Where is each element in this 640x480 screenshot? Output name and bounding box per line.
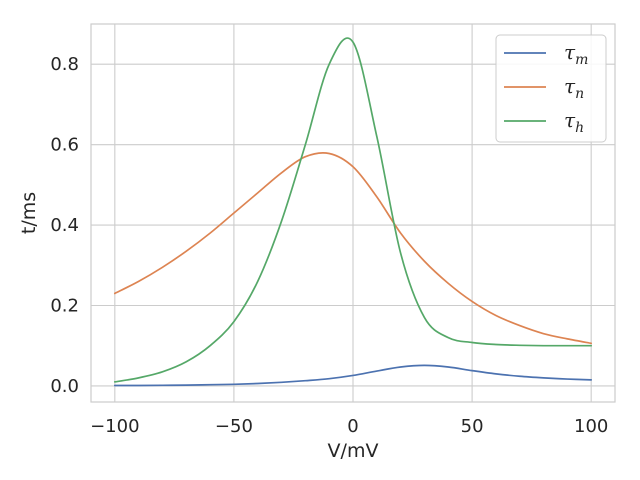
x-tick-label: −50 (215, 416, 253, 437)
legend-box (495, 34, 607, 143)
y-tick-label: 0.0 (50, 376, 79, 397)
x-tick-label: −100 (90, 416, 139, 437)
y-tick-labels: 0.0 0.2 0.4 0.6 0.8 (50, 54, 79, 397)
x-tick-label: 50 (461, 416, 484, 437)
y-tick-label: 0.8 (50, 54, 79, 75)
y-tick-label: 0.6 (50, 135, 79, 156)
x-tick-label: 0 (347, 416, 358, 437)
series-line-tau-m (113, 364, 593, 387)
plot-frame (90, 23, 616, 403)
x-tick-label: 100 (574, 416, 608, 437)
legend-subscript: n (575, 86, 584, 102)
series-line-tau-h (113, 37, 593, 383)
y-tick-label: 0.4 (50, 215, 79, 236)
series-layer (113, 37, 593, 387)
x-axis-label: V/mV (328, 440, 379, 462)
legend-subscript: m (575, 52, 588, 68)
legend-subscript: h (575, 120, 584, 136)
x-tick-labels: −100 −50 0 50 100 (90, 416, 608, 437)
series-line-tau-n (113, 151, 593, 345)
y-axis-label: t/ms (18, 192, 40, 234)
y-tick-label: 0.2 (50, 295, 79, 316)
